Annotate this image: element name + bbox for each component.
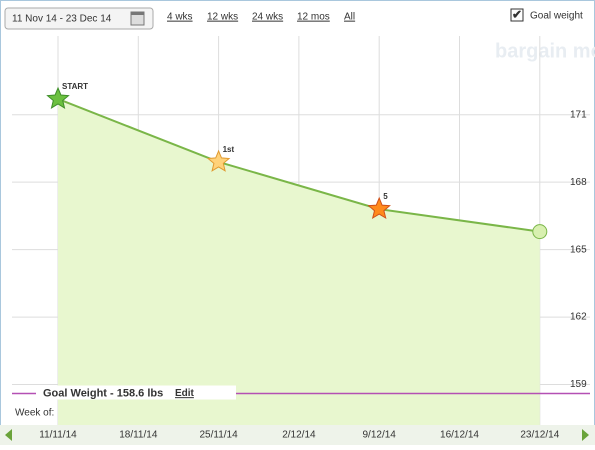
goal-label: Goal Weight - 158.6 lbs <box>43 387 163 399</box>
x-axis-label: Week of: <box>15 408 54 419</box>
date-range-box[interactable] <box>4 7 154 30</box>
x-tick-label: 9/12/14 <box>363 430 397 441</box>
y-tick-label: 171 <box>570 109 587 120</box>
range-link[interactable]: 12 wks <box>207 12 238 23</box>
range-link[interactable]: 4 wks <box>167 12 193 23</box>
scroll-left[interactable] <box>5 429 12 441</box>
area <box>58 98 540 426</box>
range-link[interactable]: 12 mos <box>297 12 330 23</box>
x-tick-label: 18/11/14 <box>119 430 158 441</box>
x-tick-label: 2/12/14 <box>282 430 316 441</box>
scroll-right[interactable] <box>582 429 589 441</box>
point <box>532 224 548 240</box>
x-tick-label: 11/11/14 <box>39 430 77 441</box>
x-tick-label: 23/12/14 <box>520 430 559 441</box>
milestone-label: 1st <box>223 145 235 154</box>
x-tick-label: 25/11/14 <box>200 430 239 441</box>
goal-toggle-label: Goal weight <box>530 11 583 22</box>
x-tick-label: 16/12/14 <box>440 430 479 441</box>
milestone-star <box>206 149 231 172</box>
goal-label-bg <box>36 385 236 400</box>
timeline-bar <box>0 425 595 445</box>
range-link[interactable]: All <box>344 12 355 23</box>
milestone-label: 5 <box>383 192 388 201</box>
milestone-label: START <box>62 82 88 91</box>
range-link[interactable]: 24 wks <box>252 12 283 23</box>
goal-checkbox[interactable] <box>510 8 524 22</box>
milestone-star <box>46 86 70 109</box>
watermark: bargain moose <box>495 40 595 62</box>
y-tick-label: 165 <box>570 244 587 255</box>
y-tick-label: 159 <box>570 379 587 390</box>
y-tick-label: 168 <box>570 177 587 188</box>
goal-edit[interactable]: Edit <box>175 388 195 399</box>
calendar-icon[interactable] <box>130 11 145 26</box>
milestone-star <box>367 196 391 220</box>
y-tick-label: 162 <box>570 312 587 323</box>
line <box>57 98 540 233</box>
check-mark: ✔ <box>512 8 522 22</box>
date-range: 11 Nov 14 - 23 Dec 14 <box>12 14 112 25</box>
